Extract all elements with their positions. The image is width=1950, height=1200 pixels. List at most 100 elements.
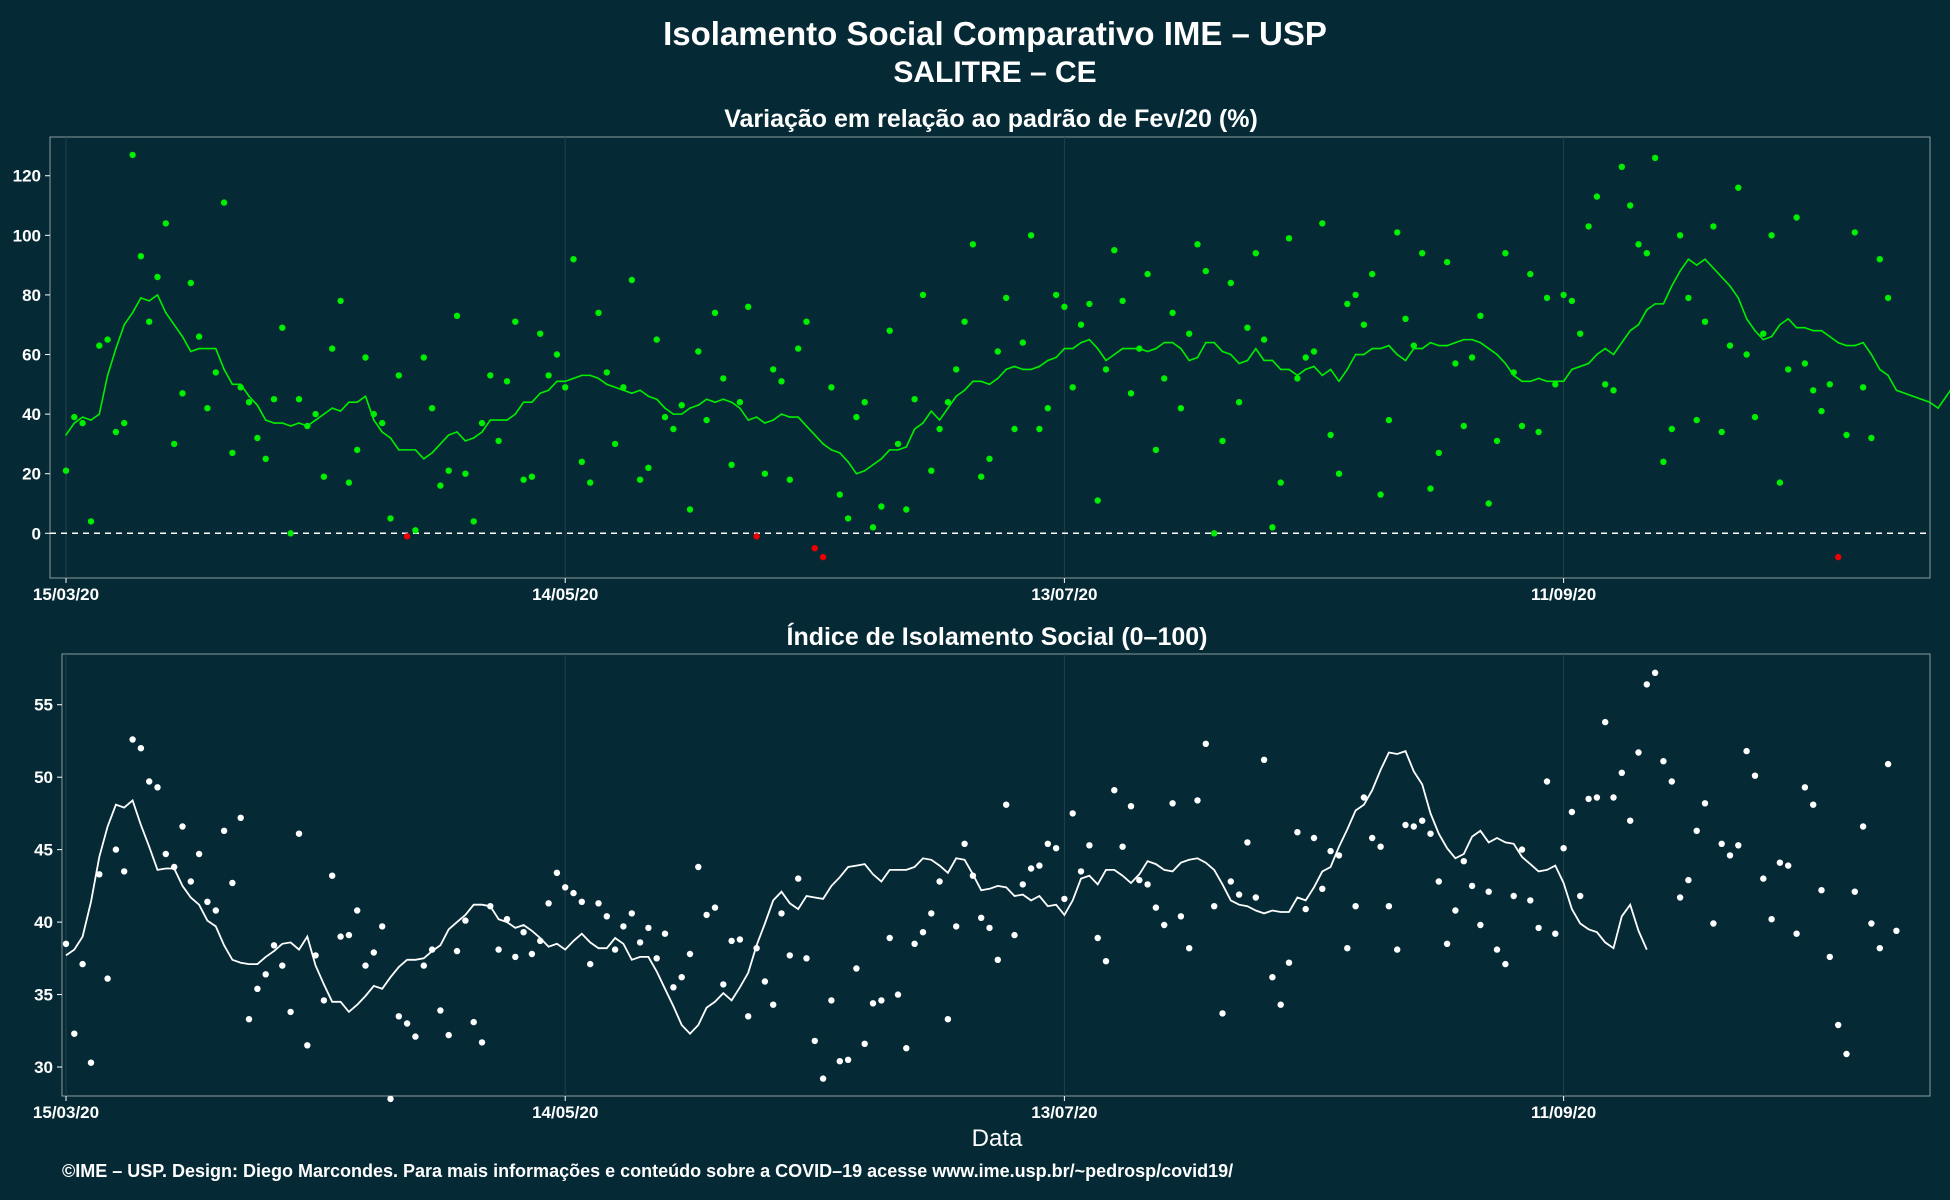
- data-point: [1094, 497, 1101, 504]
- data-point: [1818, 407, 1825, 415]
- data-point: [1427, 830, 1434, 837]
- moving-average-segment: [140, 297, 150, 302]
- data-point: [1593, 794, 1601, 801]
- data-point: [969, 872, 977, 879]
- data-point: [703, 911, 710, 919]
- data-point: [986, 924, 993, 932]
- moving-average-segment: [1720, 276, 1731, 287]
- moving-average-segment: [605, 383, 616, 389]
- data-point: [437, 482, 444, 489]
- data-point: [1568, 808, 1576, 816]
- moving-average-segment: [697, 398, 708, 406]
- moving-average-segment: [1105, 353, 1116, 362]
- plot-border: [49, 136, 1931, 579]
- moving-average-segment: [1704, 258, 1715, 269]
- data-point: [1319, 885, 1326, 892]
- moving-average-segment: [747, 416, 758, 421]
- data-point: [1202, 740, 1210, 747]
- data-point: [1668, 778, 1676, 785]
- data-point: [1011, 931, 1018, 939]
- data-point: [1019, 881, 1026, 888]
- data-point: [761, 470, 769, 477]
- data-point: [1810, 801, 1817, 808]
- moving-average-segment: [1662, 285, 1673, 305]
- data-point: [1319, 220, 1326, 227]
- moving-average-segment: [1745, 317, 1756, 332]
- moving-average-segment: [947, 395, 958, 409]
- data-point: [1285, 235, 1293, 242]
- data-point: [562, 384, 569, 391]
- data-point: [1560, 845, 1567, 852]
- moving-average-segment: [1687, 258, 1698, 266]
- data-point: [387, 515, 394, 522]
- moving-average-segment: [181, 335, 192, 353]
- data-point: [312, 952, 319, 959]
- data-point: [1443, 258, 1451, 266]
- moving-average-segment: [106, 347, 117, 377]
- data-point: [1186, 945, 1193, 952]
- moving-average-segment: [1471, 338, 1482, 344]
- data-point: [736, 936, 744, 943]
- data-point: [578, 458, 585, 465]
- data-point: [1710, 223, 1717, 230]
- data-point: [1211, 530, 1218, 537]
- data-point: [1294, 375, 1301, 382]
- data-point: [1027, 865, 1035, 872]
- moving-average-segment: [289, 422, 300, 427]
- data-point: [628, 910, 635, 917]
- data-point: [636, 939, 644, 946]
- data-point: [1252, 250, 1260, 257]
- moving-average-segment: [1404, 347, 1415, 362]
- data-point: [1751, 413, 1759, 421]
- moving-average-segment: [872, 458, 883, 466]
- data-point: [1177, 913, 1185, 920]
- data-point: [337, 933, 344, 940]
- data-point: [670, 984, 677, 991]
- data-point: [1402, 821, 1409, 829]
- data-point: [1310, 348, 1318, 355]
- data-point: [695, 863, 702, 871]
- data-point: [745, 303, 752, 310]
- data-point: [1627, 817, 1634, 824]
- moving-average-segment: [1920, 398, 1931, 403]
- moving-average-segment: [1271, 359, 1282, 371]
- moving-average-segment: [81, 416, 92, 421]
- data-point: [678, 402, 685, 409]
- data-point: [1701, 318, 1709, 325]
- data-point: [162, 220, 169, 227]
- data-point: [1493, 437, 1501, 445]
- data-point: [1618, 769, 1626, 776]
- data-point: [195, 333, 203, 340]
- data-point: [1369, 834, 1376, 842]
- data-point: [1144, 270, 1151, 278]
- data-point: [1352, 903, 1359, 910]
- data-point: [728, 461, 735, 468]
- data-point: [1718, 840, 1725, 847]
- data-point: [412, 527, 419, 534]
- data-point: [1360, 321, 1368, 328]
- data-point: [1161, 921, 1168, 929]
- y-tick-label: 80: [22, 286, 41, 305]
- data-point: [1785, 366, 1792, 373]
- data-point: [387, 1095, 394, 1103]
- data-point: [1726, 342, 1734, 349]
- data-point: [1385, 903, 1393, 910]
- moving-average-segment: [622, 389, 633, 395]
- moving-average-segment: [764, 419, 775, 424]
- data-point: [1052, 291, 1060, 299]
- moving-average-segment: [1230, 353, 1240, 365]
- moving-average-segment: [1646, 303, 1656, 311]
- moving-average-segment: [897, 446, 908, 451]
- x-tick-label: 13/07/20: [1031, 1103, 1097, 1122]
- moving-average-segment: [655, 398, 666, 409]
- data-point: [853, 413, 860, 421]
- moving-average-segment: [1679, 258, 1690, 272]
- data-point: [245, 1016, 253, 1023]
- data-point: [1194, 797, 1201, 804]
- data-point: [337, 297, 344, 305]
- data-point: [1310, 834, 1318, 842]
- data-point: [129, 151, 136, 159]
- moving-average-segment: [913, 422, 924, 430]
- data-point: [570, 256, 577, 263]
- data-point: [1036, 862, 1043, 869]
